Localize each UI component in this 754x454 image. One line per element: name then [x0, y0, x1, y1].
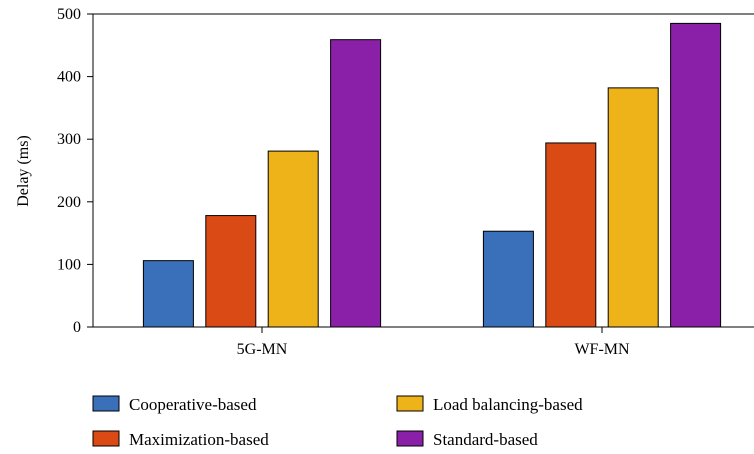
y-tick-label: 500: [57, 6, 81, 23]
y-axis-label: Delay (ms): [15, 135, 32, 207]
axes: [92, 13, 754, 328]
y-tick-label: 100: [57, 256, 81, 273]
bars: [142, 22, 722, 328]
legend-swatch: [396, 430, 424, 447]
y-tick-label: 0: [73, 319, 81, 336]
legend-swatch: [92, 395, 120, 412]
legend-swatch: [92, 430, 120, 447]
x-ticks: 5G-MN WF-MN: [237, 327, 630, 358]
x-tick-label: WF-MN: [574, 341, 630, 358]
legend-label: Standard-based: [433, 430, 538, 449]
bar-5g-mn-cooperative-based: [142, 260, 194, 328]
y-tick-label: 200: [57, 194, 81, 211]
bar-wf-mn-cooperative-based: [482, 230, 534, 328]
legend: Cooperative-based Maximization-based Load …: [92, 395, 583, 449]
bar-wf-mn-standard-based: [670, 22, 722, 328]
bar-5g-mn-maximization-based: [205, 215, 257, 328]
legend-swatch: [396, 395, 424, 412]
bar-5g-mn-standard-based: [330, 39, 382, 328]
bar-5g-mn-load-balancing-based: [267, 150, 319, 328]
bar-wf-mn-maximization-based: [545, 142, 597, 328]
y-tick-label: 300: [57, 131, 81, 148]
bar-wf-mn-load-balancing-based: [607, 87, 659, 328]
legend-label: Load balancing-based: [433, 395, 583, 414]
legend-label: Maximization-based: [129, 430, 269, 449]
legend-label: Cooperative-based: [129, 395, 257, 414]
x-tick-label: 5G-MN: [237, 341, 288, 358]
y-tick-label: 400: [57, 69, 81, 86]
y-ticks: 0 100 200 300 400 500: [57, 6, 93, 336]
